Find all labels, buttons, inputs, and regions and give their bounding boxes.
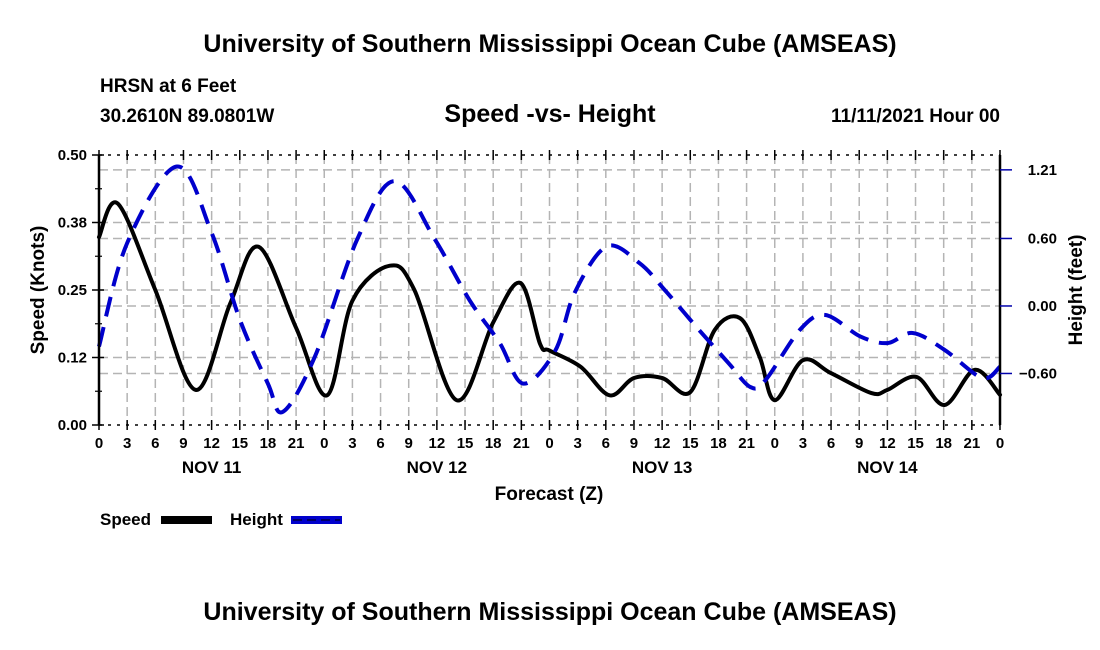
run-time-label: 11/11/2021 Hour 00 [830, 106, 1000, 127]
x-tick-label: 0 [996, 435, 1004, 452]
x-tick-label: 6 [827, 435, 835, 452]
x-tick-label: 12 [654, 435, 671, 452]
x-tick-label: 0 [95, 435, 103, 452]
legend: Speed Height [100, 510, 342, 529]
x-tick-label: 3 [573, 435, 581, 452]
x-axis-title: Forecast (Z) [495, 484, 604, 505]
legend-label-height: Height [230, 510, 283, 529]
x-tick-label: 18 [485, 435, 502, 452]
chart-subtitle: Speed -vs- Height [444, 100, 656, 128]
y-tick-label: 0.25 [58, 282, 87, 299]
axes-group [92, 150, 1012, 430]
chart-main-title: University of Southern Mississippi Ocean… [203, 30, 897, 58]
footer-title: University of Southern Mississippi Ocean… [203, 598, 897, 626]
x-tick-label: 3 [123, 435, 131, 452]
x-tick-label: 15 [457, 435, 474, 452]
x-tick-label: 21 [738, 435, 755, 452]
station-label: HRSN at 6 Feet [100, 76, 237, 97]
x-tick-label: 9 [405, 435, 413, 452]
x-tick-label: 15 [682, 435, 699, 452]
series-group [97, 164, 1002, 415]
y2-tick-label: 0.60 [1028, 230, 1057, 247]
x-tick-label: 21 [288, 435, 305, 452]
x-tick-label: 6 [602, 435, 610, 452]
x-tick-label: 9 [630, 435, 638, 452]
date-label: NOV 11 [182, 458, 242, 477]
date-label: NOV 12 [407, 458, 467, 477]
x-tick-label: 18 [260, 435, 277, 452]
x-tick-label: 21 [513, 435, 530, 452]
y-tick-label: 0.38 [58, 215, 87, 232]
x-tick-label: 0 [320, 435, 328, 452]
y2-axis-title: Height (feet) [1066, 235, 1087, 346]
coordinates-label: 30.2610N 89.0801W [100, 106, 275, 127]
x-tick-label: 6 [151, 435, 159, 452]
date-label: NOV 14 [857, 458, 918, 477]
x-tick-label: 18 [710, 435, 727, 452]
x-tick-label: 3 [799, 435, 807, 452]
legend-swatch-height [291, 516, 342, 524]
y-tick-label: 0.50 [58, 147, 87, 164]
x-tick-label: 12 [429, 435, 446, 452]
y2-tick-label: 1.21 [1028, 162, 1057, 179]
y-tick-label: 0.12 [58, 350, 87, 367]
tick-labels: 0 3 6 9 12 15 18 21 0 3 6 9 12 15 18 21 0 3 6 9 12 15 18 21 0 3 6 9… [58, 147, 1057, 477]
x-tick-label: 6 [376, 435, 384, 452]
y2-tick-label: 0.00 [1028, 298, 1057, 315]
legend-swatch-speed [161, 516, 212, 524]
x-tick-label: 9 [179, 435, 187, 452]
y2-tick-label: −0.60 [1019, 365, 1057, 382]
x-tick-label: 15 [231, 435, 248, 452]
x-tick-label: 18 [935, 435, 952, 452]
x-tick-label: 0 [545, 435, 553, 452]
y-tick-label: 0.00 [58, 417, 87, 434]
x-tick-label: 12 [203, 435, 220, 452]
x-tick-label: 21 [964, 435, 981, 452]
x-tick-label: 0 [771, 435, 779, 452]
x-tick-label: 12 [879, 435, 896, 452]
legend-label-speed: Speed [100, 510, 151, 529]
x-tick-label: 9 [855, 435, 863, 452]
grid-lines [99, 155, 1000, 425]
series-line-speed [97, 200, 1002, 407]
date-label: NOV 13 [632, 458, 692, 477]
x-tick-label: 15 [907, 435, 924, 452]
x-tick-label: 3 [348, 435, 356, 452]
series-line-height [97, 164, 1002, 415]
y-axis-title: Speed (Knots) [28, 226, 49, 355]
